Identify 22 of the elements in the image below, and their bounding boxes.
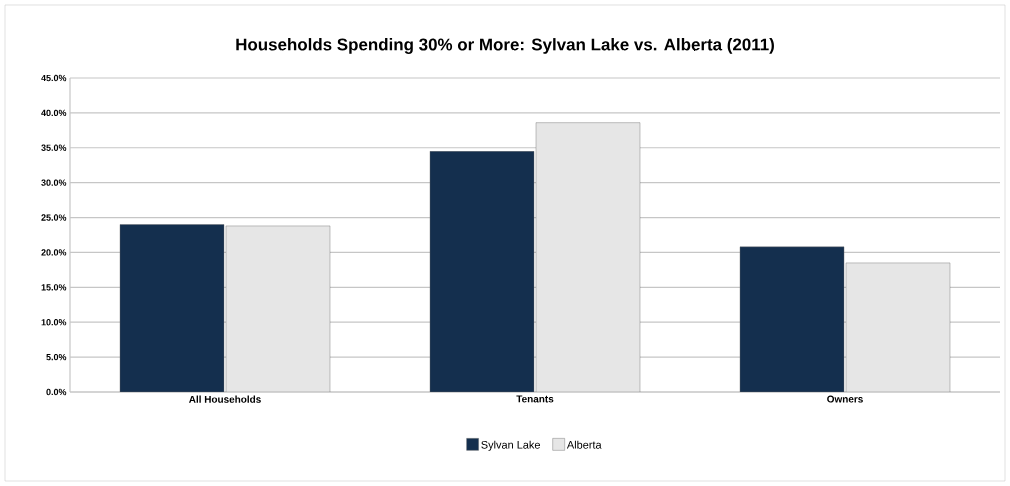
y-tick-label: 45.0% — [41, 74, 67, 82]
y-tick-label: 15.0% — [41, 284, 67, 291]
y-tick-label: 10.0% — [41, 319, 67, 326]
legend-label: Sylvan Lake — [481, 440, 540, 451]
chart-title: Households Spending 30% or More: Sylvan Lake vs. Alberta (2011) — [236, 38, 774, 54]
x-tick-label: Tenants — [516, 395, 554, 403]
bar — [535, 122, 641, 392]
bar — [739, 246, 845, 392]
y-tick-label: 40.0% — [41, 109, 67, 117]
y-tick-label: 20.0% — [41, 249, 67, 256]
y-tick-label: 25.0% — [41, 214, 67, 221]
x-tick-label: All Households — [189, 395, 261, 403]
y-tick-label: 5.0% — [46, 353, 67, 361]
bar — [845, 262, 951, 392]
y-tick-label: 0.0% — [46, 388, 67, 396]
y-tick-label: 30.0% — [41, 179, 67, 186]
bar — [225, 225, 331, 392]
y-tick-label: 35.0% — [41, 144, 67, 151]
legend-label: Alberta — [566, 440, 602, 449]
bar — [429, 151, 535, 392]
x-tick-label: Owners — [827, 395, 863, 403]
bar — [119, 224, 225, 392]
